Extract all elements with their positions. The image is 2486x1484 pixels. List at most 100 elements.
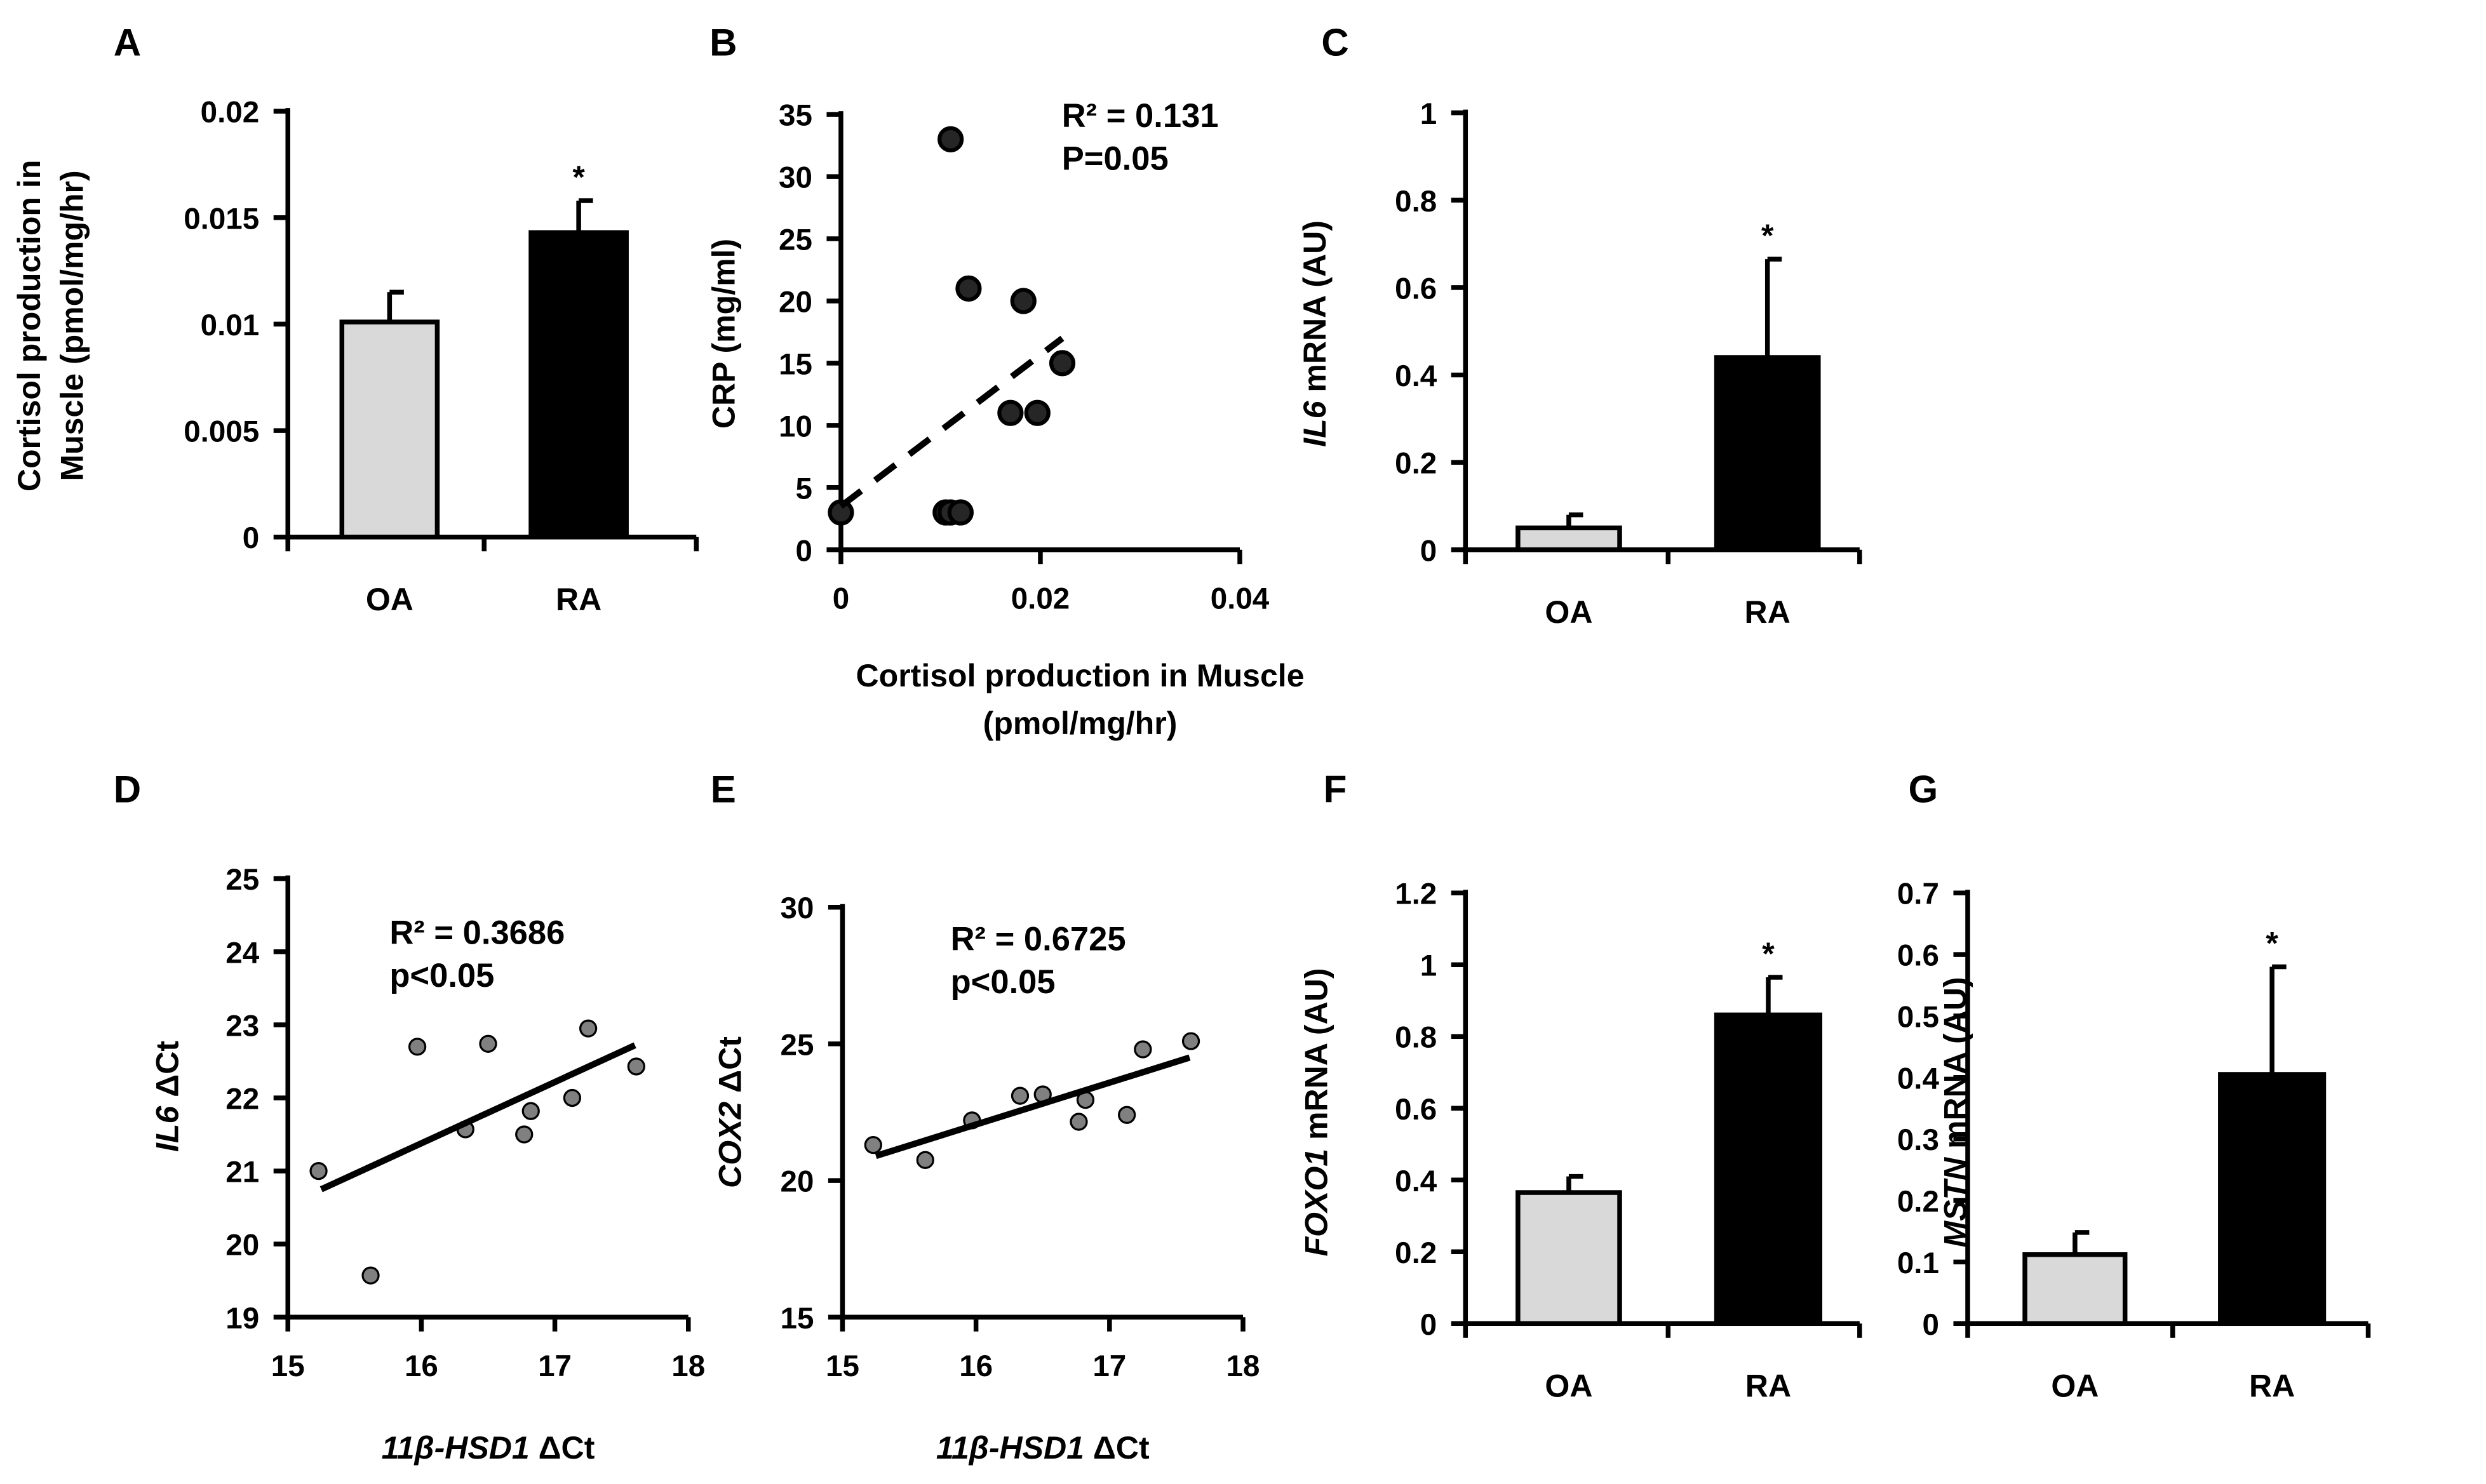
panel-b-y-tick-label: 20 (779, 285, 812, 319)
panel-d-x-axis-label-rest: ΔCt (530, 1430, 595, 1466)
panel-d-y-tick-label: 20 (225, 1229, 259, 1262)
panel-e-x-axis-label-rest: ΔCt (1084, 1430, 1150, 1466)
panel-b-y-tick-label: 5 (795, 472, 812, 505)
panel-b-x-tick-label: 0 (833, 582, 849, 615)
panel-g-y-tick-label: 0.5 (1897, 1000, 1939, 1034)
panel-e-trendline (875, 1054, 1191, 1160)
panel-f-y-tick-label: 1.2 (1395, 878, 1437, 911)
panel-b-y-tick-label: 15 (779, 347, 812, 381)
panel-d-y-tick-label: 25 (225, 863, 259, 897)
panel-d-x-tick-label: 16 (405, 1349, 438, 1383)
panel-f-y-tick-label: 1 (1420, 949, 1437, 983)
panel-a-letter: A (114, 22, 141, 64)
panel-e-data-point (1118, 1106, 1136, 1124)
panel-a-y-tick-label: 0.01 (201, 309, 260, 342)
panel-d-x-tick-label: 18 (671, 1349, 705, 1383)
panel-f-significance-star: * (1762, 936, 1775, 972)
panel-c-letter: C (1321, 22, 1348, 64)
panel-a-y-tick-label: 0 (243, 521, 259, 555)
panel-e-annotation: p<0.05 (951, 963, 1056, 1001)
panel-d-y-axis-label-italic: IL6 (150, 1105, 185, 1151)
panel-e-y-tick-label: 20 (781, 1165, 814, 1199)
panel-e-data-point (1011, 1086, 1030, 1105)
panel-d-x-axis-label-italic: 11β-HSD1 (382, 1430, 530, 1466)
panel-e-x-axis-label: 11β-HSD1 ΔCt (936, 1430, 1150, 1466)
panel-e-x-tick-label: 16 (959, 1349, 993, 1383)
panel-d-data-point (479, 1034, 497, 1053)
panel-f-y-tick-label: 0.8 (1395, 1021, 1437, 1055)
panel-d-annotation: R² = 0.3686 (389, 914, 565, 951)
panel-e-data-point (864, 1136, 882, 1154)
panel-a-x-label-oa: OA (366, 582, 413, 617)
panel-d-data-point (408, 1038, 427, 1056)
panel-b-annotation: R² = 0.131 (1062, 97, 1219, 135)
panel-e-y-tick-label: 30 (781, 892, 814, 925)
panel-b-y-tick-label: 35 (779, 99, 812, 133)
panel-d-annotation: p<0.05 (389, 957, 494, 994)
panel-d-x-tick-label: 17 (538, 1349, 572, 1383)
panel-e-x-tick-label: 15 (826, 1349, 859, 1383)
panel-a-y-tick-label: 0.015 (184, 202, 259, 236)
panel-f-y-tick-label: 0.6 (1395, 1093, 1437, 1126)
panel-g-y-tick-label: 0.6 (1897, 939, 1939, 973)
panel-d-y-tick-label: 21 (225, 1156, 259, 1189)
panel-e-y-axis-label-rest: ΔCt (712, 1036, 748, 1102)
panel-e-y-tick-label: 15 (781, 1302, 814, 1335)
panel-f-y-tick-label: 0.4 (1395, 1165, 1437, 1198)
panel-g-y-axis-label: MSTN mRNA (AU) (1937, 977, 1973, 1247)
panel-e-letter: E (711, 768, 736, 811)
panel-b-data-point (828, 499, 854, 526)
panel-f-bar-oa (1515, 1190, 1622, 1327)
panel-b-data-point (1010, 288, 1037, 314)
panel-g-bar-ra (2218, 1072, 2327, 1327)
panel-g-y-axis-label-rest: mRNA (AU) (1937, 977, 1973, 1157)
panel-e-data-point (916, 1151, 934, 1169)
panel-e-annotation: R² = 0.6725 (951, 920, 1126, 958)
panel-c-y-tick-label: 0.8 (1395, 185, 1437, 218)
panel-c-y-tick-label: 0 (1420, 534, 1437, 568)
panel-b-y-tick-label: 25 (779, 224, 812, 257)
panel-e-y-axis-label-italic: COX2 (712, 1102, 748, 1188)
panel-d-data-point (515, 1125, 534, 1144)
panel-b-y-axis-label: CRP (mg/ml) (706, 239, 741, 429)
panel-b-x-tick-label: 0.02 (1011, 582, 1070, 615)
panel-f-x-label-oa: OA (1545, 1368, 1592, 1403)
panel-c-y-tick-label: 0.6 (1395, 272, 1437, 305)
panel-e-data-point (1070, 1113, 1088, 1131)
panel-b-data-point (955, 275, 982, 302)
panel-c-y-axis-label-rest: mRNA (AU) (1297, 220, 1333, 401)
panel-g-x-label-oa: OA (2051, 1368, 2099, 1403)
panel-f-x-label-ra: RA (1745, 1368, 1791, 1403)
panel-d-y-tick-label: 19 (225, 1302, 259, 1335)
panel-g-letter: G (1909, 768, 1938, 811)
panel-d-y-axis-label: IL6 ΔCt (150, 1041, 185, 1152)
panel-b-y-tick-label: 10 (779, 410, 812, 443)
panel-d-y-tick-label: 22 (225, 1082, 259, 1116)
panel-b-data-point (1024, 399, 1051, 426)
panel-c-y-tick-label: 0.4 (1395, 359, 1437, 393)
panel-a-bar-oa (339, 319, 440, 540)
panel-d-y-tick-label: 23 (225, 1009, 259, 1043)
panel-g-y-tick-label: 0.1 (1897, 1247, 1939, 1280)
panel-a-y-axis-label: Cortisol production in (11, 160, 47, 492)
panel-e-data-point (1134, 1040, 1152, 1059)
panel-d-data-point (579, 1019, 598, 1038)
panel-b-x-axis-label: Cortisol production in Muscle (856, 658, 1305, 693)
panel-b-y-tick-label: 0 (795, 534, 812, 568)
panel-e-y-axis-label: COX2 ΔCt (712, 1036, 748, 1188)
panel-d-x-tick-label: 15 (271, 1349, 305, 1383)
panel-b-letter: B (709, 22, 737, 64)
panel-e-x-tick-label: 17 (1092, 1349, 1126, 1383)
panel-b-x-axis-label: (pmol/mg/hr) (983, 705, 1178, 741)
panel-d-data-point (563, 1088, 582, 1107)
panel-c-y-axis-label: IL6 mRNA (AU) (1297, 220, 1333, 447)
panel-c-x-label-oa: OA (1545, 594, 1592, 630)
panel-d-y-tick-label: 24 (225, 936, 259, 970)
panel-b-x-tick-label: 0.04 (1211, 582, 1270, 615)
panel-g-significance-star: * (2266, 925, 2278, 961)
panel-g-x-label-ra: RA (2249, 1368, 2295, 1403)
panel-d-data-point (521, 1102, 540, 1120)
panel-c-x-label-ra: RA (1745, 594, 1791, 630)
panel-c-y-axis-label-italic: IL6 (1297, 400, 1333, 446)
